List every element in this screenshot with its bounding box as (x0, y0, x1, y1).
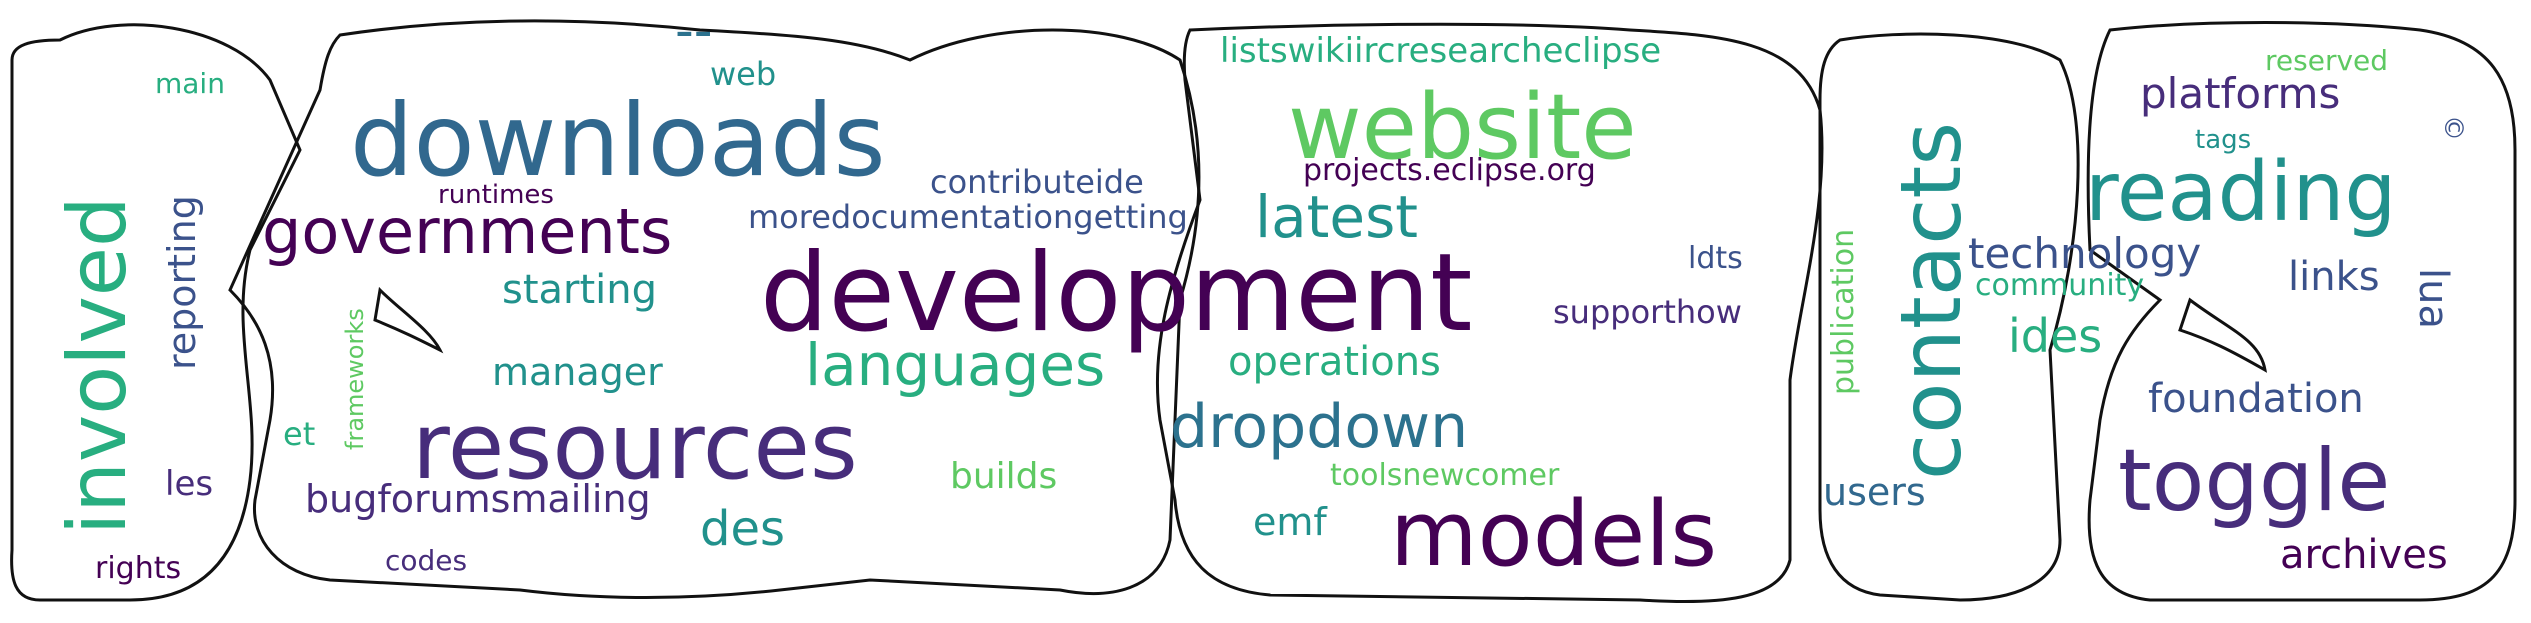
word-users: users (1823, 470, 1926, 514)
word-web: web (710, 55, 776, 93)
word-governments: governments (262, 195, 672, 268)
word-runtimes: runtimes (438, 180, 554, 210)
word-emf: emf (1253, 500, 1328, 544)
word-operations: operations (1228, 339, 1441, 385)
word-latest: latest (1255, 183, 1418, 251)
word-platforms: platforms (2140, 69, 2340, 118)
word-dropdown: dropdown (1170, 392, 1468, 462)
word-website: website (1288, 75, 1637, 180)
outline-letter-5 (2086, 21, 2517, 602)
word-listswikiircresearcheclipse: listswikiircresearcheclipse (1220, 31, 1661, 71)
word-et: et (283, 415, 315, 453)
word-frameworks: frameworks (341, 308, 369, 450)
word-archives: archives (2280, 532, 2448, 578)
word-les: les (165, 464, 213, 504)
outline-letter-4 (1818, 32, 2080, 602)
word-projects-eclipse-org: projects.eclipse.org (1303, 153, 1596, 188)
word-development: development (760, 231, 1472, 356)
word-lua: lua (2410, 268, 2456, 329)
word-main: main (155, 67, 225, 100)
word-reading: reading (2085, 145, 2396, 240)
outline-hook-1 (373, 286, 444, 354)
word-layer: development downloads resources website … (51, 1, 2468, 587)
word-community: community (1975, 268, 2144, 303)
word-languages: languages (805, 331, 1105, 399)
word-manager: manager (492, 350, 663, 394)
word-moredocumentationgetting: moredocumentationgetting (748, 198, 1188, 236)
word-copyright: © (2438, 115, 2468, 141)
outline-shapes (10, 19, 2517, 604)
outline-letter-2 (228, 19, 1201, 599)
word-tags: tags (2195, 125, 2251, 155)
word-links: links (2288, 254, 2380, 300)
outline-letter-3 (1155, 22, 1824, 604)
word-downloads: downloads (350, 82, 886, 199)
word-codes: codes (385, 544, 467, 577)
word-starting: starting (502, 267, 657, 313)
word-involved: involved (51, 196, 144, 535)
word-contributeide: contributeide (930, 163, 1144, 201)
word-reserved: reserved (2265, 44, 2388, 77)
word-contacts: contacts (1882, 122, 1980, 480)
word-resources: resources (412, 393, 858, 500)
word-toggle: toggle (2118, 431, 2390, 531)
word-reporting: reporting (160, 195, 204, 370)
outline-hook-2 (2178, 297, 2268, 373)
word-models: models (1390, 482, 1717, 587)
word-ides: ides (2008, 309, 2102, 363)
outline-letter-1 (10, 23, 302, 602)
word-publication: publication (1826, 229, 1861, 395)
word-builds: builds (950, 456, 1057, 497)
word-supporthow: supporthow (1553, 293, 1742, 331)
word-toolsnewcomer: toolsnewcomer (1330, 458, 1560, 493)
word-dashes: -- (675, 1, 713, 61)
word-foundation: foundation (2148, 376, 2364, 422)
word-bugforumsmailing: bugforumsmailing (305, 477, 651, 521)
word-technology: technology (1968, 229, 2201, 278)
word-rights: rights (95, 551, 181, 586)
word-des: des (700, 501, 785, 557)
word-ldts: ldts (1688, 241, 1743, 276)
